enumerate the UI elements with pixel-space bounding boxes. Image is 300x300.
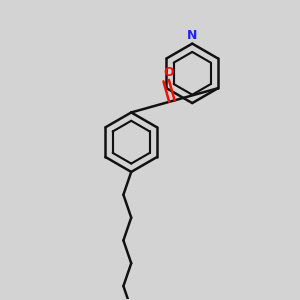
Text: O: O (164, 67, 174, 80)
Text: N: N (187, 29, 197, 42)
